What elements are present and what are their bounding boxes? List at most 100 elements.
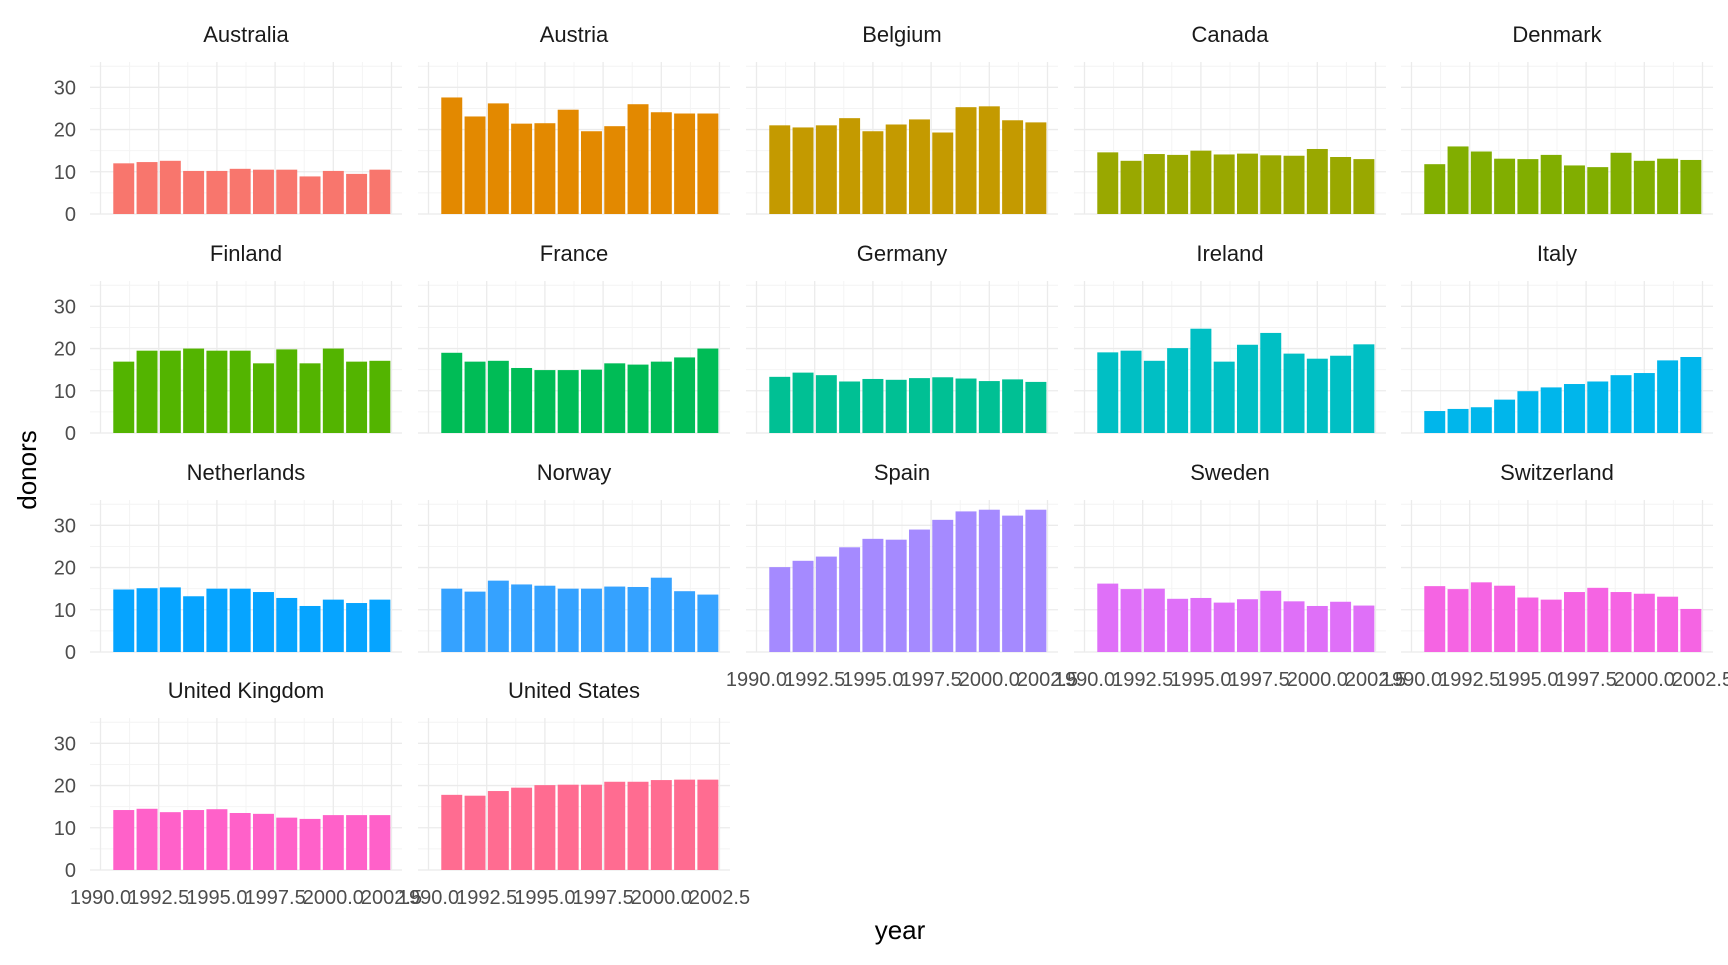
bar-switzerland-1996 <box>1540 599 1562 652</box>
bar-finland-1992 <box>136 350 158 433</box>
bar-austria-1991 <box>441 97 463 214</box>
y-tick-label: 30 <box>54 296 76 318</box>
bar-united-states-1991 <box>441 794 463 870</box>
bar-united-kingdom-1994 <box>183 810 205 870</box>
bar-netherlands-1998 <box>276 597 298 652</box>
bar-ireland-1994 <box>1167 348 1189 433</box>
bar-denmark-1996 <box>1540 154 1562 214</box>
bar-austria-1993 <box>487 103 509 214</box>
strip-title-germany: Germany <box>857 241 947 266</box>
bar-austria-1992 <box>464 116 486 214</box>
y-tick-label: 20 <box>54 558 76 580</box>
bar-australia-1997 <box>252 169 274 214</box>
bar-sweden-1997 <box>1236 599 1258 652</box>
bar-united-kingdom-1996 <box>229 813 251 870</box>
bar-italy-1999 <box>1610 375 1632 433</box>
panel-ireland: Ireland <box>1074 241 1386 434</box>
bar-norway-1996 <box>557 588 579 652</box>
y-tick-label: 0 <box>65 423 76 445</box>
bar-france-1998 <box>604 363 626 433</box>
bar-canada-1991 <box>1097 152 1119 214</box>
bar-spain-1997 <box>908 529 930 652</box>
bar-belgium-2000 <box>978 106 1000 214</box>
bar-italy-1994 <box>1494 399 1516 433</box>
bar-spain-1995 <box>862 538 884 652</box>
x-tick-label: 2000.0 <box>631 887 692 909</box>
bar-belgium-1993 <box>815 125 837 214</box>
bar-netherlands-2000 <box>322 599 344 652</box>
bar-spain-2000 <box>978 509 1000 652</box>
bar-denmark-1997 <box>1563 165 1585 214</box>
x-tick-label: 1995.0 <box>514 887 575 909</box>
bar-netherlands-2002 <box>369 599 391 652</box>
x-tick-label: 1990.0 <box>70 887 131 909</box>
bar-finland-2002 <box>369 360 391 433</box>
bar-norway-1997 <box>580 588 602 652</box>
bar-canada-2000 <box>1306 148 1328 214</box>
bar-united-kingdom-1995 <box>206 809 228 870</box>
bar-sweden-1996 <box>1213 602 1235 652</box>
panel-finland: Finland 0 10 20 30 <box>54 241 402 445</box>
bar-italy-1997 <box>1563 384 1585 433</box>
panel-united-states: United States1990.01992.51995.01997.5200… <box>398 678 750 909</box>
x-tick-label: 2002.5 <box>1672 669 1728 691</box>
bar-france-2001 <box>674 357 696 433</box>
bar-austria-2000 <box>650 112 672 214</box>
bar-australia-2002 <box>369 169 391 214</box>
bar-austria-1995 <box>534 123 556 214</box>
x-tick-label: 2000.0 <box>959 669 1020 691</box>
bar-belgium-1996 <box>885 124 907 214</box>
x-tick-label: 1995.0 <box>186 887 247 909</box>
strip-title-united-states: United States <box>508 678 640 703</box>
bar-switzerland-1994 <box>1494 585 1516 652</box>
bar-norway-1995 <box>534 585 556 652</box>
bar-united-states-1998 <box>604 781 626 870</box>
panel-norway: Norway <box>418 460 730 653</box>
bar-netherlands-1996 <box>229 588 251 652</box>
panel-belgium: Belgium <box>746 22 1058 215</box>
panel-france: France <box>418 241 730 434</box>
bar-austria-1998 <box>604 126 626 214</box>
bar-austria-2002 <box>697 113 719 214</box>
strip-title-france: France <box>540 241 608 266</box>
strip-title-canada: Canada <box>1191 22 1269 47</box>
bar-denmark-2001 <box>1657 158 1679 214</box>
bar-netherlands-1994 <box>183 596 205 652</box>
bar-belgium-2001 <box>1002 120 1024 214</box>
bar-united-states-1994 <box>511 787 533 870</box>
bar-denmark-1998 <box>1587 167 1609 214</box>
bar-australia-2000 <box>322 170 344 214</box>
bar-australia-2001 <box>346 173 368 214</box>
bar-spain-1996 <box>885 539 907 652</box>
bar-united-kingdom-1997 <box>252 813 274 870</box>
y-tick-label: 30 <box>54 515 76 537</box>
strip-title-switzerland: Switzerland <box>1500 460 1614 485</box>
x-tick-label: 1990.0 <box>398 887 459 909</box>
bar-spain-1999 <box>955 511 977 652</box>
bar-united-states-2001 <box>674 779 696 870</box>
bar-switzerland-1993 <box>1470 582 1492 652</box>
bar-ireland-2002 <box>1353 344 1375 433</box>
strip-title-australia: Australia <box>203 22 289 47</box>
bar-belgium-1998 <box>932 132 954 214</box>
bar-italy-1992 <box>1447 408 1469 433</box>
bar-netherlands-1991 <box>113 589 135 652</box>
bar-norway-1991 <box>441 588 463 652</box>
bar-ireland-1999 <box>1283 353 1305 433</box>
bar-sweden-1994 <box>1167 598 1189 652</box>
bar-germany-2001 <box>1002 379 1024 433</box>
y-tick-label: 20 <box>54 339 76 361</box>
x-tick-label: 1995.0 <box>842 669 903 691</box>
strip-title-belgium: Belgium <box>862 22 941 47</box>
bar-italy-2002 <box>1680 357 1702 433</box>
panel-netherlands: Netherlands 0 10 20 30 <box>54 460 402 664</box>
bar-germany-1993 <box>815 375 837 433</box>
bar-germany-1998 <box>932 377 954 433</box>
bar-canada-1995 <box>1190 150 1212 214</box>
bar-belgium-1999 <box>955 107 977 214</box>
bar-finland-1993 <box>159 350 181 433</box>
bar-italy-1993 <box>1470 407 1492 433</box>
bar-netherlands-1999 <box>299 605 321 652</box>
strip-title-norway: Norway <box>537 460 612 485</box>
bar-austria-1997 <box>580 131 602 214</box>
